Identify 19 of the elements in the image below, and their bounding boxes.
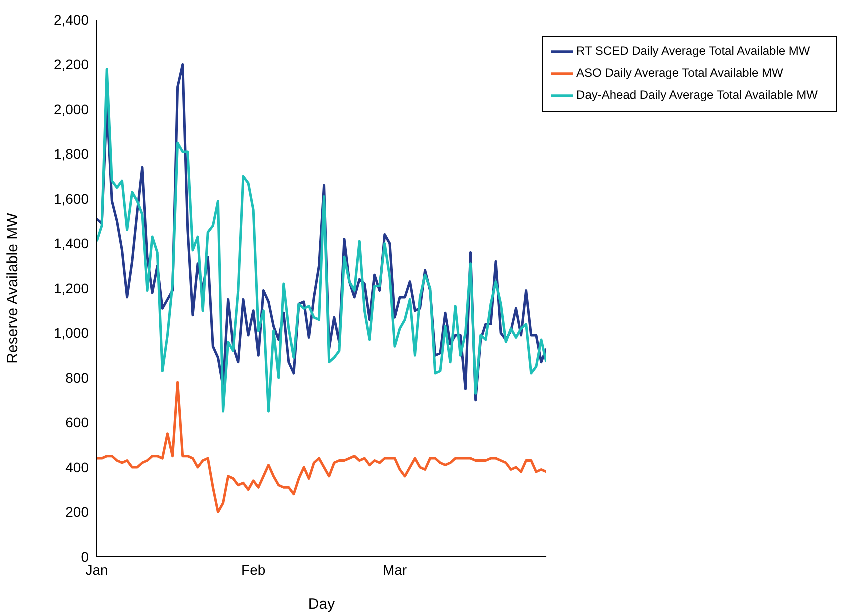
y-axis-title: Reserve Available MW bbox=[4, 212, 22, 364]
legend-label: ASO Daily Average Total Available MW bbox=[576, 66, 784, 80]
x-tick-label: Mar bbox=[382, 562, 408, 578]
y-tick-label: 1,600 bbox=[54, 190, 90, 207]
y-tick-label: 2,400 bbox=[54, 12, 90, 28]
legend-label: Day-Ahead Daily Average Total Available MW bbox=[576, 88, 818, 102]
y-tick-label: 600 bbox=[66, 414, 90, 431]
y-tick-label: 1,400 bbox=[54, 236, 90, 252]
y-tick-label: 1,200 bbox=[54, 280, 90, 296]
y-tick-label: 2,200 bbox=[54, 56, 90, 73]
y-tick-label: 1,800 bbox=[54, 146, 90, 162]
y-tick-label: 200 bbox=[66, 504, 90, 520]
y-tick-label: 400 bbox=[66, 459, 90, 476]
x-tick-label: Feb bbox=[242, 562, 266, 578]
x-axis-title: Day bbox=[308, 596, 336, 613]
legend-label: RT SCED Daily Average Total Available MW bbox=[576, 44, 810, 58]
y-tick-label: 2,000 bbox=[54, 101, 90, 118]
y-tick-label: 1,000 bbox=[54, 325, 90, 342]
y-tick-label: 800 bbox=[66, 370, 90, 386]
